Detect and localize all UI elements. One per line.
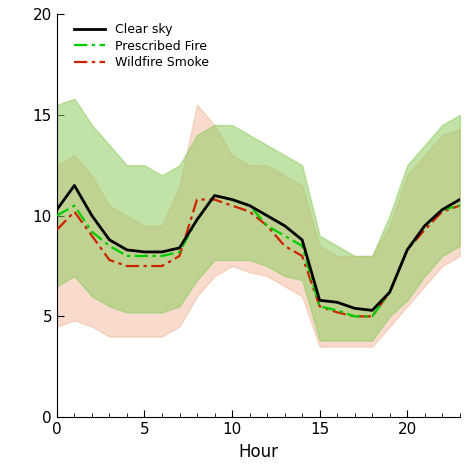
Wildfire Smoke: [299, 253, 305, 259]
Wildfire Smoke: [72, 209, 77, 215]
Wildfire Smoke: [247, 209, 253, 215]
Clear sky: [54, 207, 60, 212]
Wildfire Smoke: [317, 303, 322, 309]
Wildfire Smoke: [352, 314, 357, 319]
Clear sky: [299, 237, 305, 243]
Clear sky: [124, 247, 130, 253]
Clear sky: [177, 245, 182, 251]
Prescribed Fire: [177, 249, 182, 255]
Prescribed Fire: [457, 203, 463, 209]
Line: Clear sky: Clear sky: [57, 185, 460, 310]
Prescribed Fire: [229, 197, 235, 202]
Clear sky: [247, 203, 253, 209]
Clear sky: [89, 213, 95, 219]
Prescribed Fire: [142, 253, 147, 259]
Clear sky: [264, 213, 270, 219]
Wildfire Smoke: [457, 203, 463, 209]
Clear sky: [72, 182, 77, 188]
Wildfire Smoke: [159, 263, 165, 269]
Prescribed Fire: [317, 303, 322, 309]
Clear sky: [194, 217, 200, 223]
Wildfire Smoke: [177, 253, 182, 259]
Wildfire Smoke: [264, 223, 270, 228]
Prescribed Fire: [107, 243, 112, 249]
Wildfire Smoke: [212, 197, 218, 202]
Prescribed Fire: [194, 217, 200, 223]
Prescribed Fire: [89, 229, 95, 235]
Prescribed Fire: [369, 314, 375, 319]
Wildfire Smoke: [439, 209, 445, 215]
Clear sky: [439, 207, 445, 212]
Clear sky: [352, 306, 357, 311]
Prescribed Fire: [404, 247, 410, 253]
Prescribed Fire: [159, 253, 165, 259]
Wildfire Smoke: [334, 310, 340, 315]
Wildfire Smoke: [194, 197, 200, 202]
Clear sky: [159, 249, 165, 255]
Prescribed Fire: [124, 253, 130, 259]
Prescribed Fire: [54, 213, 60, 219]
Clear sky: [317, 298, 322, 303]
Line: Prescribed Fire: Prescribed Fire: [57, 195, 460, 317]
Wildfire Smoke: [107, 257, 112, 263]
Clear sky: [107, 237, 112, 243]
Wildfire Smoke: [89, 233, 95, 239]
Wildfire Smoke: [369, 314, 375, 319]
Wildfire Smoke: [422, 227, 428, 233]
Clear sky: [404, 247, 410, 253]
Clear sky: [229, 197, 235, 202]
Prescribed Fire: [334, 308, 340, 313]
Prescribed Fire: [282, 233, 287, 239]
Prescribed Fire: [212, 192, 218, 198]
Prescribed Fire: [387, 289, 392, 295]
Prescribed Fire: [72, 203, 77, 209]
Wildfire Smoke: [124, 263, 130, 269]
Clear sky: [282, 223, 287, 228]
Prescribed Fire: [299, 243, 305, 249]
Prescribed Fire: [247, 203, 253, 209]
Wildfire Smoke: [229, 203, 235, 209]
X-axis label: Hour: Hour: [238, 443, 278, 461]
Clear sky: [422, 223, 428, 228]
Clear sky: [334, 300, 340, 305]
Clear sky: [457, 197, 463, 202]
Wildfire Smoke: [404, 247, 410, 253]
Clear sky: [387, 289, 392, 295]
Legend: Clear sky, Prescribed Fire, Wildfire Smoke: Clear sky, Prescribed Fire, Wildfire Smo…: [71, 20, 211, 72]
Clear sky: [369, 308, 375, 313]
Prescribed Fire: [439, 207, 445, 212]
Wildfire Smoke: [54, 227, 60, 233]
Clear sky: [142, 249, 147, 255]
Wildfire Smoke: [142, 263, 147, 269]
Wildfire Smoke: [282, 243, 287, 249]
Wildfire Smoke: [387, 289, 392, 295]
Prescribed Fire: [264, 223, 270, 228]
Prescribed Fire: [422, 223, 428, 228]
Clear sky: [212, 192, 218, 198]
Prescribed Fire: [352, 314, 357, 319]
Line: Wildfire Smoke: Wildfire Smoke: [57, 200, 460, 317]
